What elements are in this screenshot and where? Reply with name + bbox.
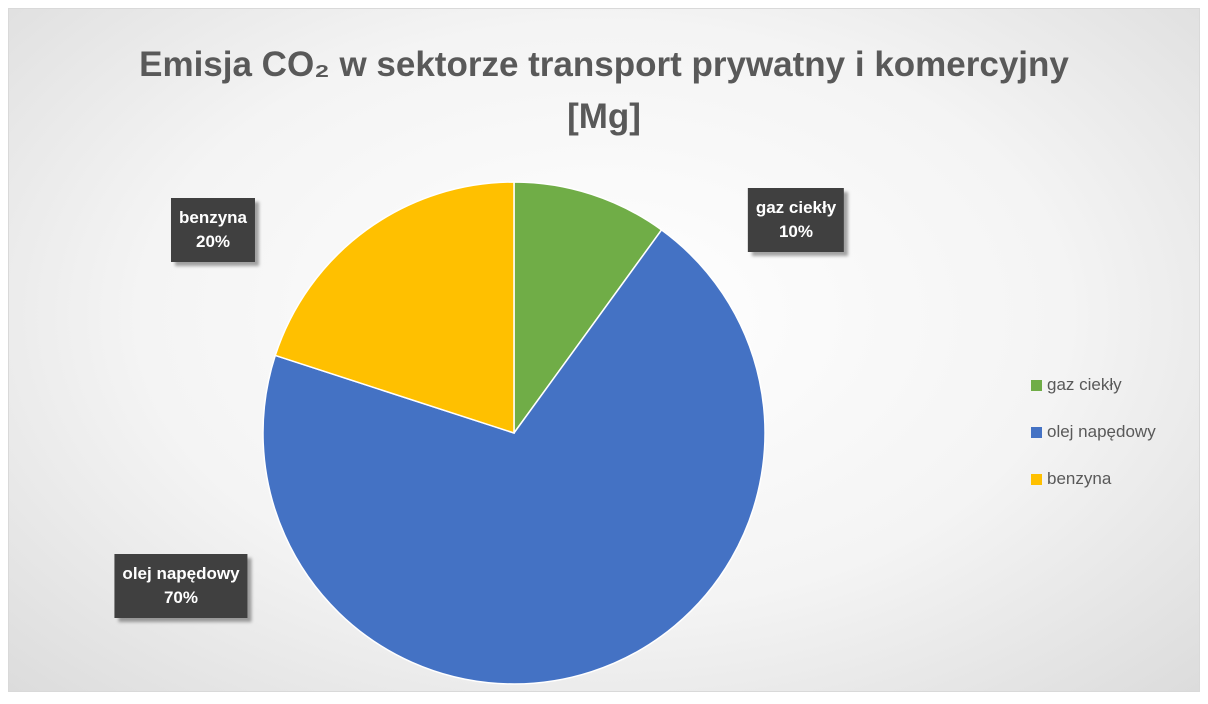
pie [262, 181, 766, 685]
legend-item: benzyna [1031, 469, 1111, 489]
legend-label: olej napędowy [1047, 422, 1156, 441]
legend-swatch [1031, 473, 1042, 485]
data-label-value: 20% [195, 232, 231, 251]
legend-item: olej napędowy [1031, 422, 1156, 442]
data-label: olej napędowy 70% [114, 554, 248, 618]
legend-swatch [1031, 379, 1042, 391]
data-label-category: gaz ciekły [755, 198, 837, 217]
legend-item: gaz ciekły [1031, 375, 1122, 395]
pie-slice [262, 228, 766, 685]
data-label-value: 10% [778, 222, 814, 241]
legend-label: benzyna [1047, 469, 1112, 488]
data-label-category: benzyna [178, 208, 248, 227]
data-label-category: olej napędowy [122, 564, 240, 583]
pie-slice [513, 181, 663, 436]
pie-slice [274, 181, 515, 435]
legend-label: gaz ciekły [1047, 375, 1122, 394]
chart-title: Emisja CO₂ w sektorze transport prywatny… [139, 45, 1069, 136]
data-label: gaz ciekły 10% [747, 188, 845, 252]
legend-swatch [1031, 426, 1042, 438]
chart: Emisja CO₂ w sektorze transport prywatny… [8, 8, 1200, 692]
data-label-value: 70% [163, 588, 199, 607]
data-label: benzyna 20% [170, 198, 256, 262]
